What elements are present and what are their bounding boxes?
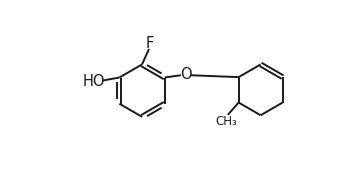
Text: CH₃: CH₃ [216, 114, 237, 128]
Text: O: O [180, 67, 191, 82]
Text: HO: HO [83, 74, 105, 89]
Text: F: F [146, 36, 154, 51]
